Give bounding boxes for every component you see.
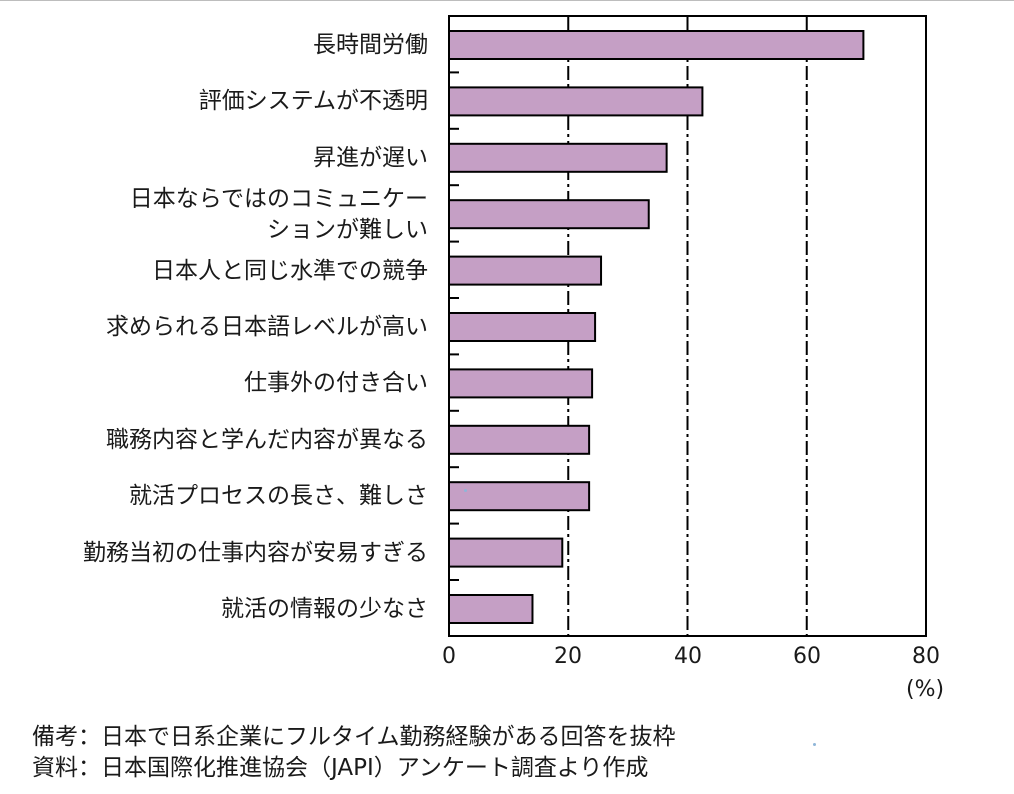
footnote-source: 資料：日本国際化推進協会（JAPI）アンケート調査より作成 <box>32 755 649 781</box>
category-label: 勤務当初の仕事内容が安易すぎる <box>83 540 428 566</box>
category-label: 長時間労働 <box>313 32 428 58</box>
x-tick-label: 80 <box>912 644 940 669</box>
bar <box>448 30 865 60</box>
category-label: 求められる日本語レベルが高い <box>106 314 428 340</box>
bar <box>448 594 534 624</box>
x-tick-label: 0 <box>442 644 456 669</box>
category-label: 就活プロセスの長さ、難しさ <box>129 483 428 509</box>
stray-dot <box>464 489 467 492</box>
bar <box>448 312 597 342</box>
top-rule <box>0 0 1014 1</box>
bar <box>448 424 591 455</box>
footnote-remarks: 備考：日本で日系企業にフルタイム勤務経験がある回答を抜枠 <box>32 724 676 750</box>
category-label: 昇進が遅い <box>313 145 428 171</box>
category-label: 職務内容と学んだ内容が異なる <box>106 427 428 453</box>
category-label: 日本ならではのコミュニケー ションが難しい <box>129 186 428 243</box>
bar <box>448 537 564 568</box>
x-tick-label: 40 <box>674 644 702 669</box>
bar <box>448 199 650 230</box>
category-label: 評価システムが不透明 <box>198 88 428 114</box>
plot-frame <box>448 15 927 637</box>
stray-dot <box>813 743 816 746</box>
x-tick-label: 60 <box>793 644 821 669</box>
category-label: 仕事外の付き合い <box>244 370 428 396</box>
x-tick-label: 20 <box>554 644 582 669</box>
bar <box>448 481 591 512</box>
bar <box>448 86 704 117</box>
bar <box>448 142 668 173</box>
bar <box>448 368 594 399</box>
category-label: 就活の情報の少なさ <box>221 596 428 622</box>
category-label: 日本人と同じ水準での競争 <box>152 258 428 284</box>
x-axis-unit: (%) <box>906 677 945 702</box>
bar <box>448 255 603 286</box>
